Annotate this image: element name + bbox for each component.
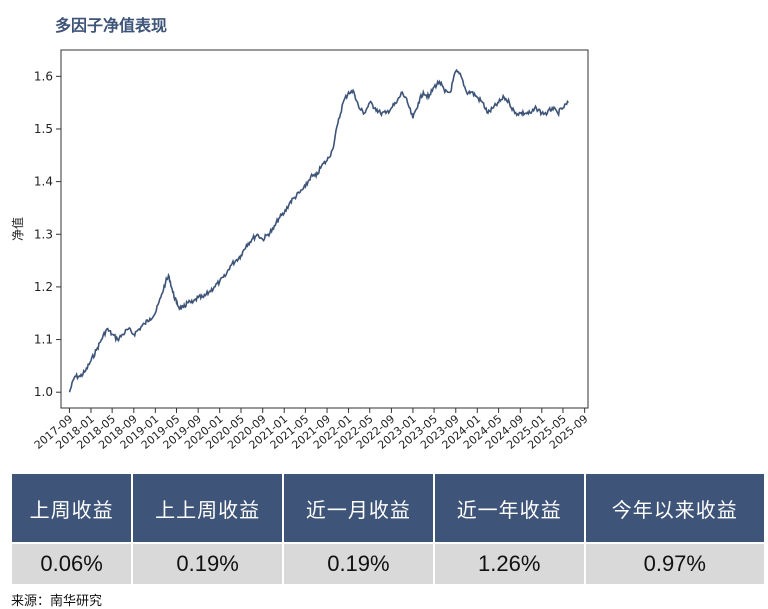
header-week-before-last: 上上周收益 (131, 472, 284, 544)
y-tick-label: 1.6 (34, 69, 53, 83)
value-week-before-last: 0.19% (131, 542, 284, 586)
x-axis: 2017-092018-012018-052018-092019-012019-… (32, 408, 591, 452)
value-ytd: 0.97% (583, 542, 767, 586)
value-last-year: 1.26% (432, 542, 586, 586)
header-last-year: 近一年收益 (432, 472, 586, 544)
value-last-week: 0.06% (9, 542, 134, 586)
page-title: 多因子净值表现 (55, 16, 168, 35)
y-tick-label: 1.4 (34, 175, 53, 189)
y-tick-label: 1.1 (34, 333, 53, 347)
y-tick-label: 1.3 (34, 227, 53, 241)
plot-frame (60, 49, 589, 409)
y-tick-label: 1.2 (34, 280, 53, 294)
y-tick-label: 1.0 (34, 385, 53, 399)
y-tick-label: 1.5 (34, 122, 53, 136)
y-axis: 1.0 1.1 1.2 1.3 1.4 1.5 1.6 (34, 69, 61, 399)
returns-table: 上周收益 上上周收益 近一月收益 近一年收益 今年以来收益 0.06% 0.19… (9, 472, 767, 586)
value-last-month: 0.19% (282, 542, 435, 586)
header-last-week: 上周收益 (9, 472, 134, 544)
net-value-chart: 1.0 1.1 1.2 1.3 1.4 1.5 1.6 2017-092018-012018… (10, 49, 591, 452)
source-note: 来源：南华研究 (11, 594, 103, 609)
header-last-month: 近一月收益 (282, 472, 435, 544)
header-ytd: 今年以来收益 (583, 472, 767, 544)
table-row: 0.06% 0.19% 0.19% 1.26% 0.97% (9, 542, 767, 586)
y-axis-label: 净值 (10, 217, 25, 241)
net-value-line (68, 68, 570, 393)
